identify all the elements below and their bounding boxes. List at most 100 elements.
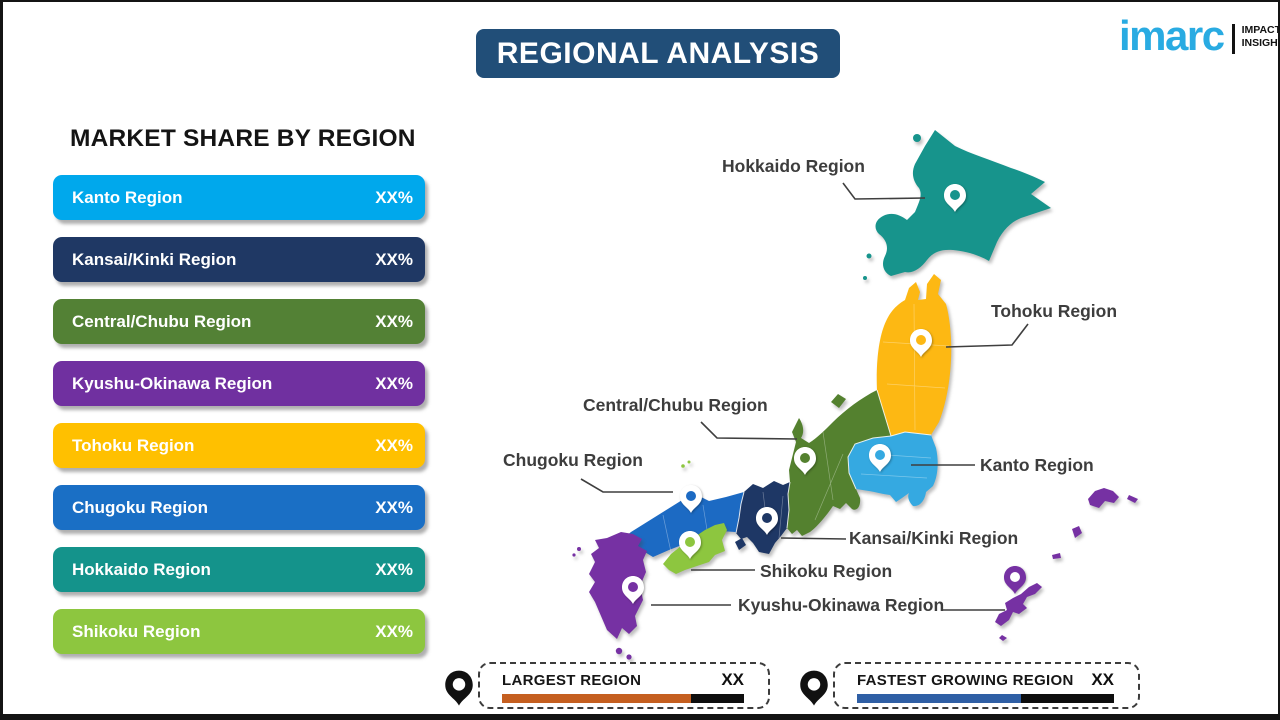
market-share-bar-chugoku: Chugoku Region XX% — [53, 485, 425, 530]
bar-value: XX% — [375, 435, 413, 455]
map-label-central-chubu: Central/Chubu Region — [583, 395, 768, 415]
islet-okushiri — [866, 253, 872, 259]
connector-hokkaido — [842, 182, 926, 200]
islet-small — [863, 276, 867, 280]
map-region-hokkaido — [875, 130, 1051, 276]
legend-largest-label: LARGEST REGION — [502, 671, 642, 689]
logo-tagline-line1: IMPACTFUL — [1241, 24, 1280, 36]
bar-label: Kyushu-Okinawa Region — [72, 373, 273, 393]
bar-label: Chugoku Region — [72, 497, 208, 517]
location-pin-icon — [445, 670, 473, 706]
market-share-bar-kyushu-okinawa: Kyushu-Okinawa Region XX% — [53, 361, 425, 406]
legend-largest-region: LARGEST REGION XX — [478, 662, 770, 709]
bar-label: Tohoku Region — [72, 435, 195, 455]
legend-largest-bar-fill — [502, 694, 691, 703]
legend-fastest-bar-fill — [857, 694, 1022, 703]
bar-label: Kansai/Kinki Region — [72, 249, 237, 269]
map-pin-okinawa — [1004, 566, 1026, 594]
imarc-logo-wordmark: imarc — [1119, 12, 1225, 59]
bar-value: XX% — [375, 373, 413, 393]
connector-chugoku — [580, 478, 673, 493]
market-share-bar-kanto: Kanto Region XX% — [53, 175, 425, 220]
islet-oki — [681, 464, 685, 468]
islet-tokunoshima — [1072, 526, 1082, 538]
map-region-tohoku — [876, 274, 952, 436]
legend-largest-bar — [502, 694, 744, 703]
legend-fastest-label: FASTEST GROWING REGION — [857, 671, 1074, 689]
islet-tanegashima — [626, 654, 632, 660]
bar-value: XX% — [375, 559, 413, 579]
map-pin-tohoku — [910, 329, 932, 357]
islet-oki-small — [687, 460, 691, 464]
connector-central-chubu — [700, 421, 798, 440]
legend-fastest-growing-region: FASTEST GROWING REGION XX — [833, 662, 1140, 709]
map-label-hokkaido: Hokkaido Region — [722, 156, 865, 176]
logo-tagline: IMPACTFUL INSIGHTS — [1241, 24, 1280, 49]
map-pin-kansai — [756, 507, 778, 535]
island-okinawa-chain — [995, 488, 1138, 641]
japan-map — [572, 130, 1138, 660]
islet-sado — [831, 394, 846, 408]
map-label-shikoku: Shikoku Region — [760, 561, 893, 581]
imarc-logo: imarc IMPACTFUL INSIGHTS — [1119, 12, 1280, 59]
bar-value: XX% — [375, 621, 413, 641]
map-label-tohoku: Tohoku Region — [991, 301, 1118, 321]
bar-label: Kanto Region — [72, 187, 183, 207]
market-share-bar-chubu: Central/Chubu Region XX% — [53, 299, 425, 344]
bar-value: XX% — [375, 249, 413, 269]
market-share-bar-kansai: Kansai/Kinki Region XX% — [53, 237, 425, 282]
islet-amami — [1088, 488, 1119, 508]
map-label-kansai: Kansai/Kinki Region — [849, 528, 1019, 548]
connector-tohoku — [945, 323, 1029, 348]
islet-goto-small — [572, 553, 576, 557]
logo-divider — [1231, 24, 1235, 54]
islet-yakushima — [615, 647, 623, 655]
map-pin-hokkaido — [944, 184, 966, 212]
islet-dash-ne — [1127, 495, 1138, 503]
market-share-heading: MARKET SHARE BY REGION — [70, 125, 416, 152]
map-pin-kyushu — [622, 576, 644, 604]
islet-goto — [577, 547, 581, 551]
map-region-kyushu — [589, 532, 647, 639]
market-share-bar-tohoku: Tohoku Region XX% — [53, 423, 425, 468]
map-label-kyushu-okinawa: Kyushu-Okinawa Region — [738, 595, 945, 615]
map-region-chugoku — [613, 492, 744, 558]
location-pin-icon — [800, 670, 828, 706]
islet-awaji — [735, 538, 746, 550]
islet-okinoerabu — [1052, 553, 1061, 559]
bar-label: Hokkaido Region — [72, 559, 211, 579]
map-pin-kanto — [869, 444, 891, 472]
region-borders — [735, 389, 932, 534]
map-pin-chugoku — [680, 485, 702, 513]
connector-kansai — [780, 537, 847, 540]
map-label-chugoku: Chugoku Region — [503, 450, 643, 470]
islet-kerama — [999, 635, 1007, 641]
map-pin-shikoku — [679, 531, 701, 559]
bar-label: Shikoku Region — [72, 621, 201, 641]
map-region-kanto — [848, 432, 938, 507]
logo-tagline-line2: INSIGHTS — [1241, 36, 1278, 49]
island-honshu — [613, 274, 952, 558]
map-pins — [622, 184, 1026, 604]
page-title: REGIONAL ANALYSIS — [496, 36, 820, 70]
prefecture-borders — [662, 303, 950, 553]
island-hokkaido — [863, 130, 1051, 280]
map-pin-chubu — [794, 447, 816, 475]
market-share-bar-hokkaido: Hokkaido Region XX% — [53, 547, 425, 592]
page-title-banner: REGIONAL ANALYSIS — [476, 29, 840, 78]
map-label-kanto: Kanto Region — [980, 455, 1094, 475]
label-connector-lines — [580, 182, 1029, 611]
legend-largest-value: XX — [721, 670, 744, 689]
bar-value: XX% — [375, 187, 413, 207]
island-kyushu — [572, 532, 647, 660]
map-region-chubu — [787, 390, 891, 536]
islet-rishiri — [913, 134, 921, 142]
map-region-okinawa-main — [995, 583, 1042, 626]
legend-fastest-value: XX — [1091, 670, 1114, 689]
bar-label: Central/Chubu Region — [72, 311, 252, 331]
bar-value: XX% — [375, 311, 413, 331]
bar-value: XX% — [375, 497, 413, 517]
market-share-bar-shikoku: Shikoku Region XX% — [53, 609, 425, 654]
legend-fastest-bar — [857, 694, 1114, 703]
